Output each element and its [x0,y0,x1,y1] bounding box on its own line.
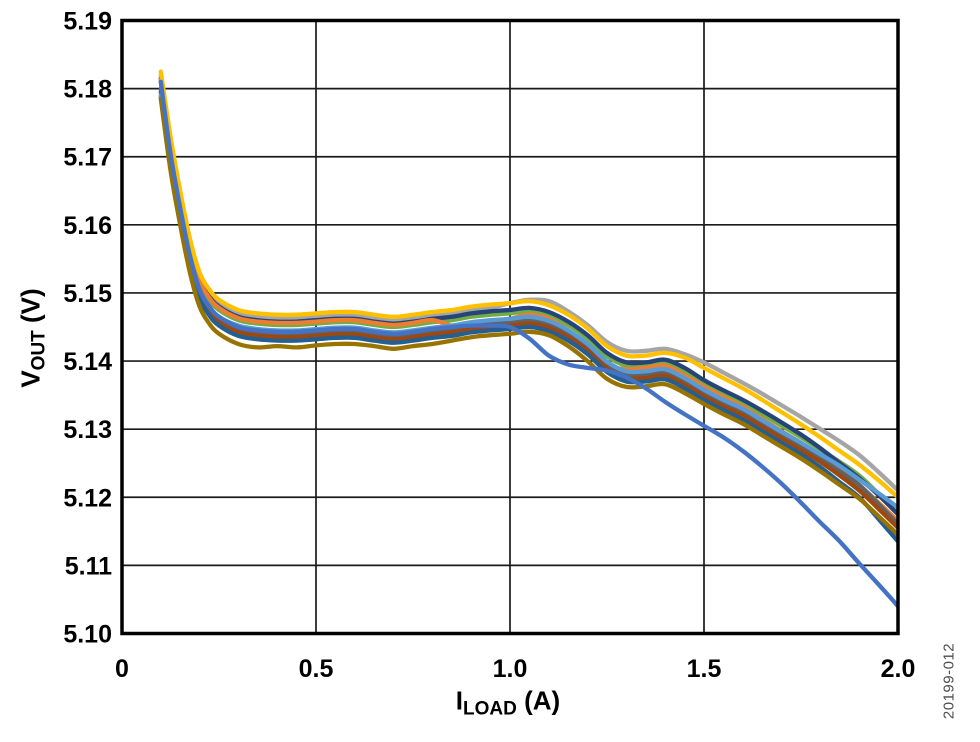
series-line-blue [158,79,898,609]
y-tick-label: 5.15 [63,280,112,308]
series-line-steel-blue [158,94,898,544]
x-axis-title: ILOAD (A) [456,688,560,719]
y-tick-label: 5.14 [63,348,112,376]
y-tick-label: 5.19 [63,8,112,36]
series-line-gold [158,69,898,500]
x-axis-title-sub: LOAD [463,698,517,720]
y-tick-label: 5.11 [65,552,112,580]
x-tick-label: 1.0 [493,655,528,683]
y-tick-label: 5.18 [63,76,112,104]
x-axis-title-unit: (A) [516,685,561,716]
figure-code: 20199-012 [940,642,958,720]
y-tick-label: 5.13 [63,416,112,444]
x-tick-label: 2.0 [881,655,916,683]
x-tick-label: 0.5 [299,655,334,683]
y-axis-title-main: V [15,370,46,388]
y-axis-title-unit: (V) [15,288,46,331]
y-tick-label: 5.17 [63,144,112,172]
plot-border [120,18,900,636]
x-tick-label: 0 [115,655,129,683]
y-tick-label: 5.10 [63,621,112,649]
y-axis-title: VOUT (V) [15,288,50,388]
y-axis-title-sub: OUT [28,330,50,371]
x-tick-label: 1.5 [687,655,722,683]
y-tick-label: 5.16 [63,212,112,240]
x-axis-title-main: I [455,685,464,716]
y-tick-label: 5.12 [63,484,112,512]
series-line-olive [158,96,898,537]
